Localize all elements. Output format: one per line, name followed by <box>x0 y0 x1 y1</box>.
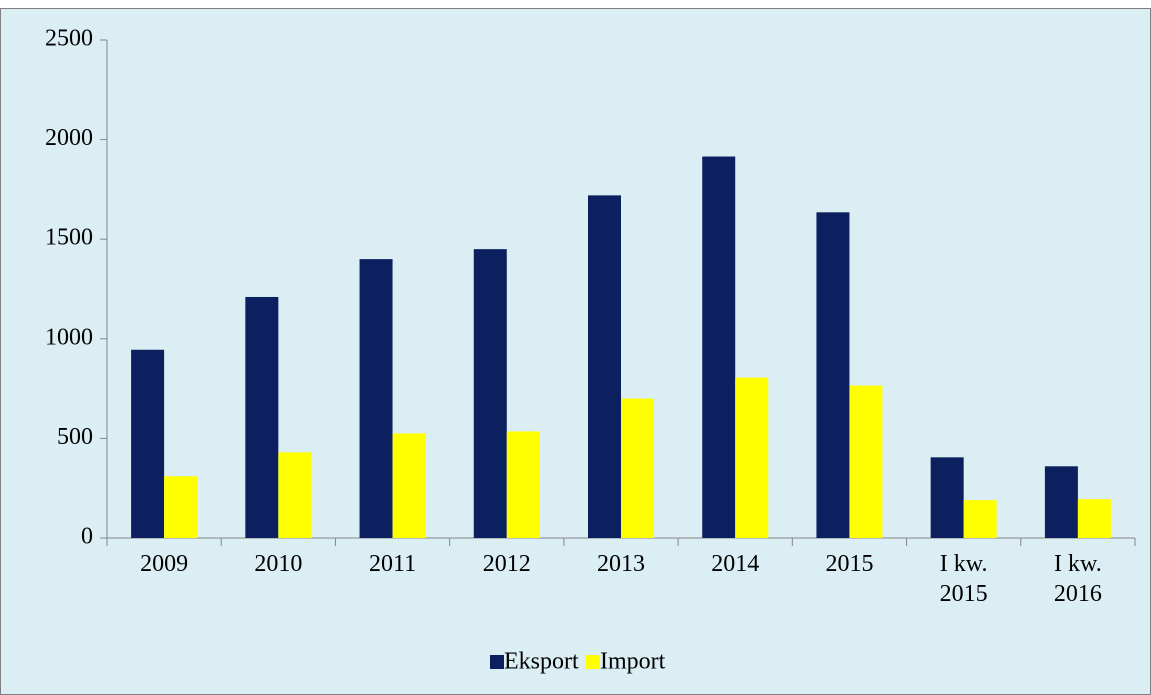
bar <box>245 296 279 538</box>
y-tick-label: 1000 <box>45 324 93 350</box>
bar <box>816 212 850 539</box>
bar <box>588 195 621 538</box>
bar <box>164 476 198 538</box>
bar <box>1044 466 1078 538</box>
y-tick-label: 2500 <box>45 26 93 52</box>
bar <box>278 452 312 538</box>
x-tick-label: 2012 <box>482 551 531 577</box>
legend-swatch <box>490 655 504 669</box>
x-tick-label: 2015 <box>825 551 874 577</box>
y-tick-label: 1500 <box>45 225 93 251</box>
x-tick-label: 2013 <box>597 551 645 577</box>
bar <box>506 431 540 538</box>
bar <box>735 377 769 538</box>
x-tick-label: I kw. 2016 <box>1053 551 1102 607</box>
bar <box>963 500 997 538</box>
bar <box>131 349 165 538</box>
bar <box>849 385 883 538</box>
legend-swatch <box>586 655 600 669</box>
x-tick-label: 2011 <box>368 551 417 577</box>
legend-label: Eksport <box>504 649 579 675</box>
bar <box>1077 499 1111 538</box>
x-tick-label: 2010 <box>254 551 303 577</box>
bar <box>392 433 426 538</box>
bar <box>621 398 654 538</box>
x-tick-label: 2014 <box>711 551 760 577</box>
bar <box>359 259 393 538</box>
legend-label: Import <box>600 649 666 675</box>
bar <box>702 156 736 539</box>
x-tick-label: 2009 <box>140 551 189 577</box>
x-tick-label: I kw. 2015 <box>939 551 988 607</box>
y-tick-label: 2000 <box>45 125 93 151</box>
bar <box>473 249 507 538</box>
y-tick-label: 500 <box>57 424 93 450</box>
chart-background <box>0 8 1151 695</box>
y-tick-label: 0 <box>81 524 93 550</box>
bar <box>930 457 964 538</box>
